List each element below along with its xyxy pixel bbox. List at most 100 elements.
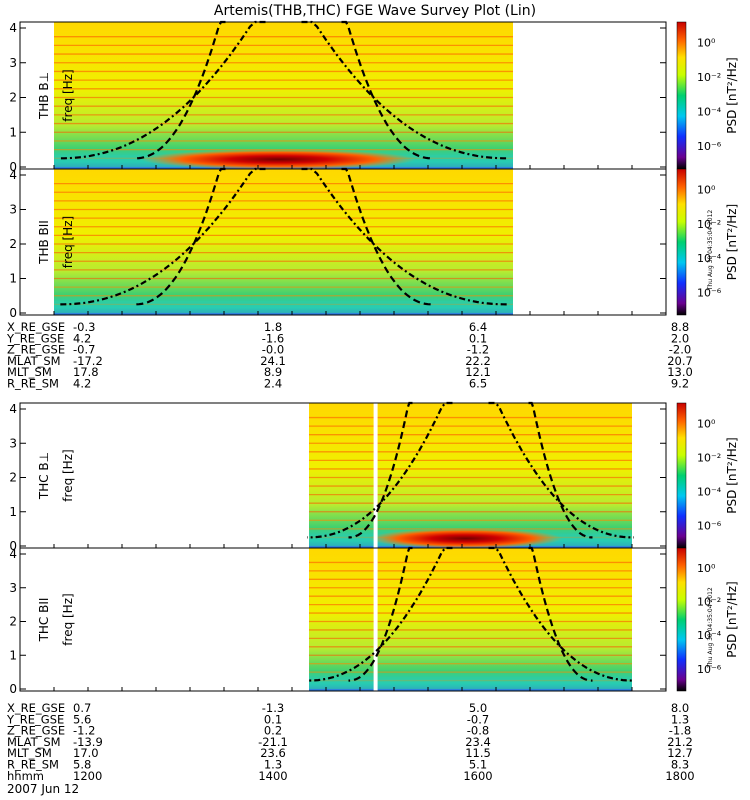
- ephemeris-value: 6.5: [469, 377, 487, 391]
- colorbar: [676, 547, 687, 692]
- ephemeris-value: 0.1: [264, 712, 282, 726]
- colorbar-tick-label: 10⁻⁶: [697, 520, 722, 533]
- ephemeris-value: 11.5: [465, 746, 491, 760]
- data-gap: [373, 403, 378, 548]
- ephemeris-value: 21.2: [667, 735, 693, 749]
- ephemeris-value: 8.9: [264, 365, 282, 379]
- ephemeris-row-label: MLT_SM: [7, 365, 52, 379]
- date-label: 2007 Jun 12: [7, 782, 79, 796]
- ephemeris-value: 12.7: [667, 746, 693, 760]
- low-freq-band: [54, 300, 513, 313]
- spectrogram-fill: [309, 548, 632, 691]
- ephemeris-value: -2.0: [669, 343, 691, 357]
- colorbar-tick-label: 10⁻⁴: [697, 252, 722, 265]
- ephemeris-value: 2.0: [671, 331, 689, 345]
- gyrofrequency-curve-right: [301, 167, 509, 306]
- ephemeris-value: 23.4: [465, 735, 491, 749]
- ephemeris-value: -21.1: [258, 735, 288, 749]
- ephemeris-row-label: MLT_SM: [7, 746, 52, 760]
- spectrogram-panel: 0 1 2 3 4 THB BII freq [Hz] 10⁰ 10⁻² 10⁻⁴ 10⁻⁶PSD …: [9, 167, 739, 320]
- ephemeris-value: 6.4: [469, 320, 487, 334]
- ephemeris-row-label: MLAT_SM: [7, 354, 61, 368]
- y-axis-label: freq [Hz]: [61, 449, 75, 501]
- colorbar: [676, 168, 687, 316]
- y-axis-label: freq [Hz]: [61, 593, 75, 645]
- ephemeris-value: 9.2: [671, 377, 689, 391]
- y-tick-label: 4: [9, 21, 17, 35]
- ephemeris-value: 22.2: [465, 354, 491, 368]
- colorbar-tick-label: 10⁻⁴: [697, 629, 722, 642]
- gyrofrequency-curve-left: [58, 167, 266, 306]
- harmonic-bands: [54, 36, 513, 159]
- y-tick-label: 1: [9, 648, 17, 662]
- ephemeris-value: 12.1: [465, 365, 491, 379]
- colorbar-tick-label: 10⁰: [697, 562, 716, 575]
- colorbar-tick-label: 10⁻⁶: [697, 286, 722, 299]
- colorbar-tick-label: 10⁻²: [697, 218, 721, 231]
- ephemeris-value: -1.2: [73, 724, 95, 738]
- ephemeris-value: -1.2: [467, 343, 489, 357]
- gyrofrequency-curve-right: [488, 401, 634, 539]
- colorbar-tick-label: 10⁻⁶: [697, 140, 722, 153]
- ephemeris-value: 5.8: [73, 758, 91, 772]
- harmonic-curve-right: [528, 401, 593, 539]
- timestamp-label: Thu Aug 30 04:35:04 2012: [707, 587, 714, 669]
- ephemeris-value: 2.4: [264, 377, 282, 391]
- colorbar-tick-label: 10⁻⁴: [697, 485, 722, 498]
- y-axis-label: freq [Hz]: [61, 216, 75, 268]
- colorbar: [676, 402, 687, 549]
- y-tick-label: 2: [9, 91, 17, 105]
- ephemeris-value: -1.3: [262, 701, 284, 715]
- ephemeris-row-label: Y_RE_GSE: [6, 712, 64, 726]
- panel-probe-label: THC BII: [37, 598, 51, 643]
- ephemeris-value: 4.2: [73, 331, 91, 345]
- y-tick-label: 4: [9, 402, 17, 416]
- ephemeris-value: 1200: [73, 769, 102, 783]
- panel-probe-label: THB B⊥: [37, 72, 51, 120]
- harmonic-curve-right: [341, 20, 433, 160]
- ephemeris-value: 8.0: [671, 701, 689, 715]
- ephemeris-value: 5.0: [469, 701, 487, 715]
- y-tick-label: 2: [9, 615, 17, 629]
- ephemeris-value: -0.7: [73, 343, 95, 357]
- harmonic-curve-left: [348, 401, 413, 539]
- ephemeris-value: 0.1: [469, 331, 487, 345]
- y-axis-label: freq [Hz]: [61, 69, 75, 121]
- psd-peak: [368, 528, 563, 549]
- spectrogram-panel: 0 1 2 3 4 THC BII freq [Hz] 10⁰ 10⁻² 10⁻⁴ 10⁻⁶PSD …: [9, 546, 739, 696]
- ephemeris-row-label: hhmm: [7, 769, 44, 783]
- ephemeris-value: 1.3: [264, 758, 282, 772]
- gyrofrequency-curve-left: [307, 401, 453, 539]
- ephemeris-value: 1600: [463, 769, 492, 783]
- ephemeris-value: 23.6: [260, 746, 286, 760]
- ephemeris-value: 1800: [665, 769, 694, 783]
- harmonic-bands: [309, 561, 632, 682]
- ephemeris-value: 1400: [258, 769, 287, 783]
- low-freq-band: [309, 677, 632, 689]
- gyrofrequency-curve-left: [307, 546, 453, 682]
- colorbar: [676, 21, 687, 170]
- ephemeris-value: -0.7: [467, 712, 489, 726]
- y-tick-label: 0: [9, 306, 17, 320]
- panel-frame: [19, 547, 667, 692]
- y-tick-label: 4: [9, 168, 17, 182]
- colorbar-label: PSD [nT²/Hz]: [725, 57, 739, 133]
- y-tick-label: 2: [9, 237, 17, 251]
- ephemeris-value: 1.3: [671, 712, 689, 726]
- ephemeris-table: X_RE_GSE 0.7 -1.3 5.0 8.0 Y_RE_GSE 5.6 0.1 -0.7 1…: [6, 701, 695, 783]
- colorbar-tick-label: 10⁻²: [697, 451, 721, 464]
- y-tick-label: 3: [9, 56, 17, 70]
- y-tick-label: 3: [9, 436, 17, 450]
- ephemeris-row-label: X_RE_GSE: [7, 320, 65, 334]
- psd-peak: [140, 149, 417, 170]
- ephemeris-value: 17.8: [73, 365, 99, 379]
- ephemeris-value: 17.0: [73, 746, 99, 760]
- ephemeris-value: 5.1: [469, 758, 487, 772]
- data-gap: [373, 548, 378, 691]
- harmonic-curve-left: [134, 167, 226, 306]
- colorbar-tick-label: 10⁻⁴: [697, 106, 722, 119]
- harmonic-curve-left: [134, 20, 226, 160]
- ephemeris-row-label: R_RE_SM: [7, 377, 59, 391]
